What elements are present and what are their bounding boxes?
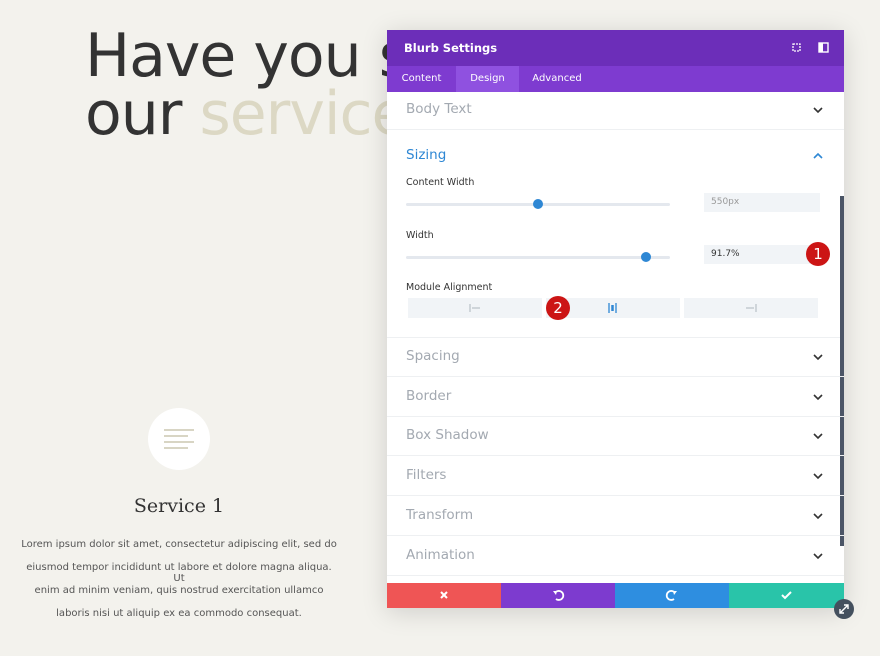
- separator: [387, 376, 844, 377]
- tab[interactable]: Content: [401, 73, 442, 84]
- chevron[interactable]: [812, 512, 824, 520]
- section-title[interactable]: Border: [406, 387, 452, 404]
- align-right[interactable]: [684, 298, 818, 318]
- icon: [608, 303, 617, 313]
- chevron-path: [813, 354, 823, 361]
- chevron[interactable]: [812, 552, 824, 560]
- chevron-path: [813, 152, 823, 159]
- chevron-path: [813, 552, 823, 559]
- service-text: eiusmod tempor incididunt ut labore et d…: [26, 562, 332, 584]
- discard-button[interactable]: [387, 583, 501, 608]
- hero-line: our service: [85, 84, 408, 144]
- badge: 1: [806, 242, 830, 266]
- chevron[interactable]: [812, 393, 824, 401]
- settings-panel: Blurb Settings Content Design Advanced B…: [387, 30, 844, 608]
- resize-handle[interactable]: [834, 599, 854, 619]
- hero-word: service: [199, 79, 408, 149]
- align-left[interactable]: [408, 298, 542, 318]
- field-label: Module Alignment: [406, 282, 493, 293]
- section-title[interactable]: Box Shadow: [406, 427, 489, 444]
- chevron[interactable]: [812, 472, 824, 480]
- service-text: enim ad minim veniam, quis nostrud exerc…: [34, 585, 324, 596]
- separator: [387, 495, 844, 497]
- header-icons[interactable]: [791, 42, 831, 54]
- chevron[interactable]: [812, 432, 824, 440]
- separator: [387, 415, 844, 417]
- section-title[interactable]: Body Text: [406, 101, 472, 117]
- hero-line: Have you s: [85, 21, 410, 91]
- icon: [553, 590, 565, 601]
- slider-knob[interactable]: [641, 252, 651, 262]
- input[interactable]: 91.7%: [704, 245, 820, 264]
- hero-word: our: [85, 79, 182, 149]
- undo-button[interactable]: [501, 583, 615, 608]
- icon: [746, 304, 757, 312]
- service-icon: [148, 408, 210, 470]
- slider-track[interactable]: [406, 256, 670, 259]
- service-text: Lorem ipsum dolor sit amet, consectetur …: [21, 539, 337, 550]
- badge: 2: [546, 296, 570, 320]
- scrollbar[interactable]: [840, 196, 844, 546]
- service-title: Service 1: [133, 495, 225, 517]
- chevron[interactable]: [812, 152, 824, 160]
- tab-active[interactable]: Design: [456, 66, 519, 92]
- separator: [387, 455, 844, 457]
- chevron-path: [813, 107, 823, 114]
- separator: [387, 129, 844, 130]
- icon: [781, 591, 792, 600]
- icon: [440, 591, 448, 599]
- service-text: laboris nisi ut aliquip ex ea commodo co…: [56, 608, 302, 619]
- chevron[interactable]: [812, 106, 824, 114]
- chevron-path: [813, 433, 823, 440]
- separator: [387, 337, 844, 338]
- chevron-path: [813, 513, 823, 519]
- field-label: Content Width: [406, 177, 475, 188]
- section-title[interactable]: Spacing: [406, 348, 460, 364]
- chevron[interactable]: [812, 353, 824, 361]
- icon: [469, 304, 480, 312]
- separator: [387, 574, 844, 576]
- icon: [665, 590, 677, 601]
- panel-header: [387, 30, 844, 66]
- icon: [164, 429, 194, 449]
- panel-title: Blurb Settings: [404, 41, 498, 55]
- section-title[interactable]: Animation: [406, 546, 475, 563]
- chevron-path: [813, 394, 823, 400]
- chevron-path: [813, 473, 823, 480]
- separator: [387, 534, 844, 536]
- tab[interactable]: Advanced: [532, 73, 582, 84]
- field-label: Width: [406, 230, 434, 241]
- align-center[interactable]: [546, 298, 680, 318]
- redo-button[interactable]: [615, 583, 729, 608]
- section-title[interactable]: Sizing: [406, 147, 447, 163]
- section-title[interactable]: Transform: [406, 506, 474, 523]
- save-button[interactable]: [729, 583, 844, 608]
- input[interactable]: 550px: [704, 193, 820, 212]
- slider-knob[interactable]: [533, 199, 543, 209]
- section-title[interactable]: Filters: [406, 467, 447, 484]
